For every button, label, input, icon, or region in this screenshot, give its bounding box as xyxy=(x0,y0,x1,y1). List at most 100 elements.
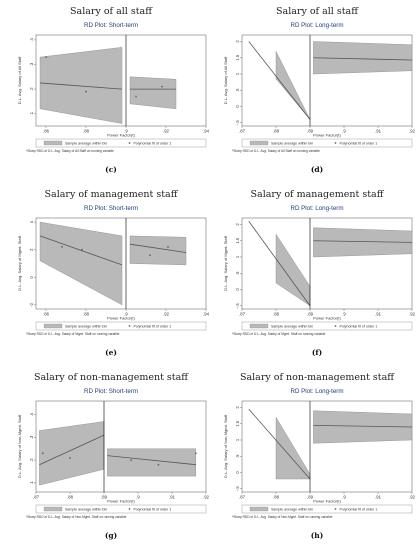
legend-band-swatch xyxy=(249,323,269,329)
chart-panel-h: Salary of non-management staff RD Plot: L… xyxy=(223,372,416,540)
legend-box xyxy=(35,504,207,514)
x-tick-label: .92 xyxy=(409,129,415,134)
x-tick-label: .92 xyxy=(163,129,169,134)
y-axis-label: D.L. Avg. Salary of Mgmt. Staff xyxy=(17,235,22,290)
panel-title: Salary of non-management staff xyxy=(240,372,395,383)
panel-label: (e) xyxy=(105,348,117,357)
chart-panel-g: Salary of non-management staff RD Plot: S… xyxy=(17,372,210,540)
panel-note: *Sharp RDD of D.L. Avg. Salary of Mgmt. … xyxy=(232,332,326,336)
y-tick-label: .5 xyxy=(235,454,240,458)
legend-point-swatch xyxy=(128,325,131,327)
legend-bin-label: Sample average within bin xyxy=(271,141,313,145)
legend-bin-label: Sample average within bin xyxy=(271,324,313,328)
panel-title: Salary of non-management staff xyxy=(34,372,189,383)
chart-panel-f: Salary of management staff RD Plot: Long-… xyxy=(223,189,416,357)
panel-label: (g) xyxy=(105,531,117,540)
y-tick-label: 1 xyxy=(235,438,240,441)
bin-point xyxy=(41,452,44,455)
x-tick-label: .86 xyxy=(43,129,49,134)
fit-line-left xyxy=(39,82,123,90)
panel-title: Salary of management staff xyxy=(45,189,179,200)
x-tick-label: .87 xyxy=(239,312,245,317)
y-tick-label: 0 xyxy=(235,471,240,474)
chart-panel-e: Salary of management staff RD Plot: Short… xyxy=(17,189,210,357)
y-tick-label: .4 xyxy=(29,38,34,42)
fit-line-right xyxy=(129,243,187,253)
x-tick-label: .92 xyxy=(203,495,209,500)
confidence-band-right xyxy=(129,235,187,266)
confidence-band-left xyxy=(39,47,123,124)
x-tick-label: .91 xyxy=(169,495,175,500)
fit-line-left xyxy=(248,41,311,120)
bin-point xyxy=(135,95,137,98)
x-tick-label: .9 xyxy=(124,129,128,134)
chart-panel-d: Salary of all staff RD Plot: Long-term .87… xyxy=(223,6,416,174)
y-axis-label: D.L. Avg. Salary of Non-Mgmt. Staff xyxy=(17,414,22,478)
fit-line-right xyxy=(107,455,196,466)
legend-band-swatch xyxy=(43,506,63,512)
y-tick-label: .5 xyxy=(235,271,240,275)
bin-point xyxy=(69,456,71,459)
x-axis-label: Power Factor(t) xyxy=(107,133,135,138)
fit-line-left xyxy=(39,235,123,266)
legend-fit-label: Polynomial fit of order 1 xyxy=(340,324,378,328)
x-axis-label: Power Factor(t) xyxy=(313,499,341,504)
y-tick-label: 1 xyxy=(235,255,240,258)
y-tick-label: .3 xyxy=(29,435,34,439)
legend-fit-label: Polynomial fit of order 1 xyxy=(340,507,378,511)
legend-fit-label: Polynomial fit of order 1 xyxy=(134,324,172,328)
x-axis-label: Power Factor(t) xyxy=(107,316,135,321)
x-tick-label: .9 xyxy=(136,495,140,500)
legend-band-swatch xyxy=(249,506,269,512)
x-axis-label: Power Factor(t) xyxy=(313,316,341,321)
panel-label: (d) xyxy=(311,165,323,174)
bin-point xyxy=(85,90,87,93)
panel-subtitle: RD Plot: Short-term xyxy=(84,388,138,395)
legend-bin-label: Sample average within bin xyxy=(65,141,107,145)
x-tick-label: .88 xyxy=(83,312,89,317)
x-tick-label: .88 xyxy=(273,129,279,134)
y-tick-label: .2 xyxy=(29,458,34,462)
bin-point xyxy=(149,254,151,257)
y-tick-label: -.5 xyxy=(235,486,240,492)
y-axis-label: D.L. Avg. Salary of All Staff xyxy=(223,56,228,105)
x-tick-label: .9 xyxy=(124,312,128,317)
x-tick-label: .87 xyxy=(33,495,39,500)
x-tick-label: .87 xyxy=(239,129,245,134)
x-tick-label: .94 xyxy=(203,312,209,317)
y-tick-label: 1.5 xyxy=(235,237,240,243)
panel-subtitle: RD Plot: Long-term xyxy=(291,205,344,212)
y-tick-label: 0 xyxy=(235,288,240,291)
y-tick-label: 2 xyxy=(29,248,34,251)
legend-point-swatch xyxy=(128,142,131,144)
panel-note: *Sharp RDD of D.L. Avg. Salary of Non-Mg… xyxy=(26,515,127,519)
confidence-band-right xyxy=(129,76,177,110)
legend-fit-label: Polynomial fit of order 1 xyxy=(340,141,378,145)
legend-box xyxy=(35,138,207,148)
x-tick-label: .9 xyxy=(342,495,346,500)
panel-subtitle: RD Plot: Short-term xyxy=(84,205,138,212)
fit-line-left xyxy=(39,434,105,466)
panel-subtitle: RD Plot: Long-term xyxy=(291,388,344,395)
confidence-band-right xyxy=(313,41,413,75)
x-tick-label: .9 xyxy=(342,129,346,134)
panel-title: Salary of all staff xyxy=(276,6,359,17)
x-tick-label: .91 xyxy=(375,312,381,317)
y-tick-label: .1 xyxy=(29,111,34,115)
y-tick-label: 0 xyxy=(29,275,34,278)
fit-line-left xyxy=(248,408,311,480)
bin-point xyxy=(157,463,160,466)
x-tick-label: .88 xyxy=(83,129,89,134)
y-tick-label: .4 xyxy=(29,412,34,416)
x-tick-label: .89 xyxy=(307,312,313,317)
fit-line-right xyxy=(313,424,413,428)
x-tick-label: .89 xyxy=(101,495,107,500)
legend-box xyxy=(35,321,207,331)
x-tick-label: .88 xyxy=(273,495,279,500)
y-tick-label: .2 xyxy=(29,87,34,91)
legend-point-swatch xyxy=(128,508,131,510)
panel-note: *Sharp RDD of D.L. Avg. Salary of Mgmt. … xyxy=(26,332,120,336)
panel-label: (h) xyxy=(311,531,324,540)
panel-title: Salary of management staff xyxy=(251,189,385,200)
y-tick-label: 1 xyxy=(235,72,240,75)
